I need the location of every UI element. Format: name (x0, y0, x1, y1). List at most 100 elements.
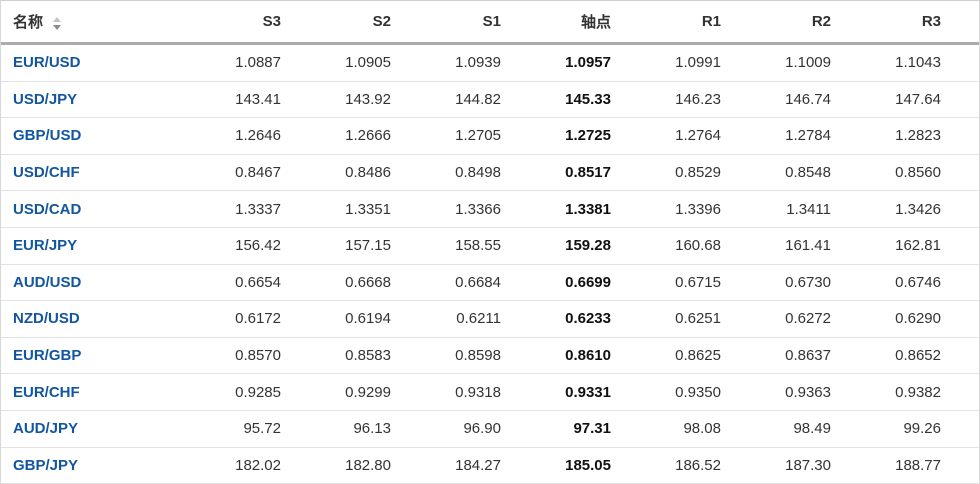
table-row: EUR/JPY 156.42 157.15 158.55 159.28 160.68 161… (1, 227, 979, 265)
s3-value: 0.8570 (179, 337, 289, 375)
r2-value: 1.3411 (729, 190, 839, 228)
column-header-s3: S3 (179, 1, 289, 45)
currency-pair-link[interactable]: EUR/USD (13, 54, 81, 72)
r2-value: 0.8548 (729, 154, 839, 192)
s3-value: 182.02 (179, 447, 289, 484)
table-row: USD/CAD 1.3337 1.3351 1.3366 1.3381 1.3396 1.3… (1, 190, 979, 228)
currency-pair-link[interactable]: EUR/GBP (13, 347, 82, 365)
s2-value: 182.80 (289, 447, 399, 484)
pivot-value: 145.33 (509, 81, 619, 119)
pivot-value: 0.8610 (509, 337, 619, 375)
r2-value: 161.41 (729, 227, 839, 265)
s3-value: 1.2646 (179, 117, 289, 155)
s1-value: 1.3366 (399, 190, 509, 228)
currency-pair-link[interactable]: GBP/JPY (13, 456, 79, 474)
s3-value: 156.42 (179, 227, 289, 265)
r1-value: 0.8625 (619, 337, 729, 375)
currency-pair-link[interactable]: AUD/USD (13, 273, 82, 291)
s1-value: 0.6211 (399, 300, 509, 338)
s1-value: 1.0939 (399, 43, 509, 82)
currency-pair-cell: NZD/USD (1, 300, 179, 338)
s2-value: 1.2666 (289, 117, 399, 155)
r3-value: 99.26 (839, 410, 979, 448)
r2-value: 1.1009 (729, 43, 839, 82)
column-header-name[interactable]: 名称 (1, 1, 179, 45)
r3-value: 0.6746 (839, 264, 979, 302)
table-row: GBP/USD 1.2646 1.2666 1.2705 1.2725 1.2764 1.2… (1, 117, 979, 155)
table-row: EUR/CHF 0.9285 0.9299 0.9318 0.9331 0.9350 0.9… (1, 373, 979, 411)
currency-pair-link[interactable]: USD/CHF (13, 164, 80, 182)
r1-value: 0.9350 (619, 373, 729, 411)
pivot-value: 0.9331 (509, 373, 619, 411)
column-header-s2: S2 (289, 1, 399, 45)
r3-value: 0.8652 (839, 337, 979, 375)
table-row: NZD/USD 0.6172 0.6194 0.6211 0.6233 0.6251 0.6… (1, 300, 979, 338)
currency-pair-cell: EUR/USD (1, 43, 179, 82)
s3-value: 143.41 (179, 81, 289, 119)
sort-arrows-icon[interactable] (53, 16, 62, 30)
s1-value: 0.8598 (399, 337, 509, 375)
s2-value: 143.92 (289, 81, 399, 119)
s2-value: 1.0905 (289, 43, 399, 82)
s2-value: 96.13 (289, 410, 399, 448)
s2-value: 1.3351 (289, 190, 399, 228)
r1-value: 186.52 (619, 447, 729, 484)
r1-value: 160.68 (619, 227, 729, 265)
r3-value: 162.81 (839, 227, 979, 265)
currency-pair-link[interactable]: GBP/USD (13, 127, 82, 145)
r2-value: 0.6730 (729, 264, 839, 302)
table-row: AUD/JPY 95.72 96.13 96.90 97.31 98.08 98.49 99.… (1, 410, 979, 448)
r3-value: 188.77 (839, 447, 979, 484)
s2-value: 0.6194 (289, 300, 399, 338)
currency-pair-link[interactable]: EUR/JPY (13, 237, 78, 255)
currency-pair-link[interactable]: EUR/CHF (13, 383, 80, 401)
pivot-value: 1.3381 (509, 190, 619, 228)
currency-pair-cell: USD/CAD (1, 190, 179, 228)
s3-value: 1.0887 (179, 43, 289, 82)
currency-pair-cell: AUD/USD (1, 264, 179, 302)
currency-pair-cell: EUR/JPY (1, 227, 179, 265)
pivot-value: 1.0957 (509, 43, 619, 82)
s1-value: 184.27 (399, 447, 509, 484)
r1-value: 1.2764 (619, 117, 729, 155)
currency-pair-link[interactable]: AUD/JPY (13, 420, 79, 438)
s3-value: 0.6654 (179, 264, 289, 302)
r1-value: 0.6715 (619, 264, 729, 302)
r1-value: 0.8529 (619, 154, 729, 192)
s1-value: 0.8498 (399, 154, 509, 192)
s1-value: 0.6684 (399, 264, 509, 302)
column-header-r2: R2 (729, 1, 839, 45)
column-header-r3: R3 (839, 1, 979, 45)
s3-value: 0.8467 (179, 154, 289, 192)
pivot-value: 0.8517 (509, 154, 619, 192)
s3-value: 1.3337 (179, 190, 289, 228)
s2-value: 0.9299 (289, 373, 399, 411)
r1-value: 1.3396 (619, 190, 729, 228)
currency-pair-link[interactable]: USD/JPY (13, 90, 78, 108)
r3-value: 0.9382 (839, 373, 979, 411)
table-row: GBP/JPY 182.02 182.80 184.27 185.05 186.52 187… (1, 447, 979, 484)
column-header-s1: S1 (399, 1, 509, 45)
r1-value: 146.23 (619, 81, 729, 119)
s3-value: 0.9285 (179, 373, 289, 411)
s3-value: 95.72 (179, 410, 289, 448)
s1-value: 0.9318 (399, 373, 509, 411)
r3-value: 1.3426 (839, 190, 979, 228)
r2-value: 0.9363 (729, 373, 839, 411)
currency-pair-link[interactable]: NZD/USD (13, 310, 80, 328)
currency-pair-cell: USD/JPY (1, 81, 179, 119)
pivot-value: 97.31 (509, 410, 619, 448)
table-header-row: 名称 S3 S2 S1 轴点 R1 R2 R3 (1, 1, 979, 45)
currency-pair-cell: USD/CHF (1, 154, 179, 192)
r2-value: 1.2784 (729, 117, 839, 155)
r2-value: 187.30 (729, 447, 839, 484)
s2-value: 0.8583 (289, 337, 399, 375)
currency-pair-cell: GBP/JPY (1, 447, 179, 484)
pivot-value: 1.2725 (509, 117, 619, 155)
currency-pair-cell: EUR/GBP (1, 337, 179, 375)
table-row: EUR/USD 1.0887 1.0905 1.0939 1.0957 1.0991 1.1… (1, 43, 979, 82)
table-row: EUR/GBP 0.8570 0.8583 0.8598 0.8610 0.8625 0.8… (1, 337, 979, 375)
currency-pair-cell: AUD/JPY (1, 410, 179, 448)
currency-pair-link[interactable]: USD/CAD (13, 200, 82, 218)
